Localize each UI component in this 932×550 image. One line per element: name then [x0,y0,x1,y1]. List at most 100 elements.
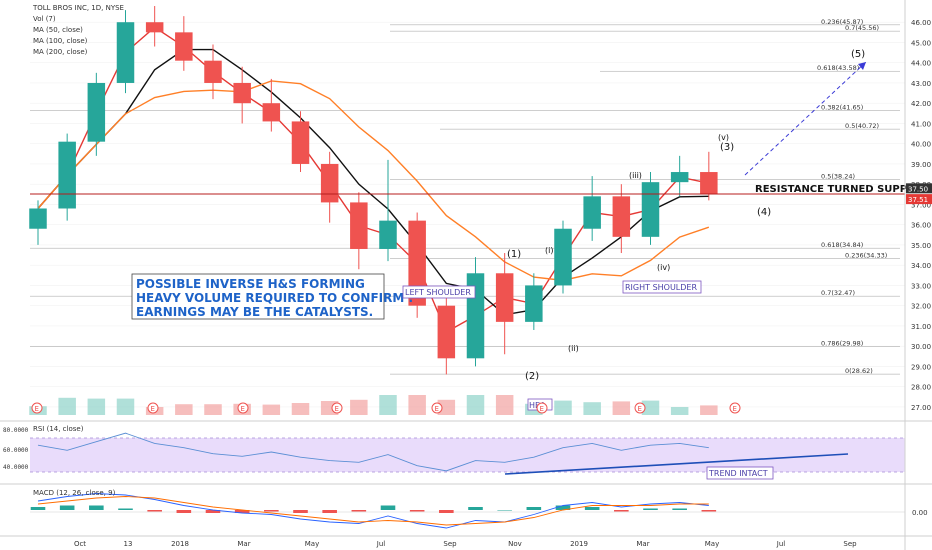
time-tick: 13 [124,540,133,548]
legend-ma200: MA (200, close) [33,48,88,56]
fib-label: 0(28.62) [845,367,873,375]
earnings-marker[interactable] [331,402,343,414]
candle-body[interactable] [29,208,47,229]
earnings-marker-glyph: E [435,405,439,413]
price-tick: 39.00 [911,161,931,169]
time-tick: Sep [843,540,857,548]
candle-body[interactable] [670,172,689,183]
candle-body[interactable] [233,82,251,104]
price-tick: 32.00 [911,303,931,311]
fib-label: 0.5(40.72) [845,122,879,130]
macd-hist-bar [526,507,542,510]
macd-hist-bar [555,505,571,510]
candle-body[interactable] [58,141,76,209]
right-shoulder-box [622,280,702,294]
rsi-tick-80: 80.0000 [3,427,29,434]
fib-label: 0.618(43.58) [817,64,859,72]
candle-body[interactable] [175,32,193,61]
earnings-marker[interactable] [431,402,443,414]
macd-hist-bar [59,505,75,510]
candle-body[interactable] [612,196,631,237]
price-axis[interactable]: 46.00 45.00 44.00 43.00 42.00 41.00 40.00 39.00… [906,19,932,412]
earnings-marker[interactable] [31,402,43,414]
volume-bar [58,397,76,415]
candlestick-series[interactable] [29,6,718,375]
candle-body[interactable] [437,305,456,359]
time-tick: May [705,540,719,548]
analysis-note[interactable]: POSSIBLE INVERSE H&S FORMING HEAVY VOLUM… [131,273,413,320]
macd-title: MACD (12, 26, close, 9) [33,489,116,497]
rsi-trendline[interactable] [504,453,849,475]
price-label-bg [906,183,932,194]
candle-body[interactable] [350,202,368,249]
price-tick: 28.00 [911,384,931,392]
candle-body[interactable] [554,228,572,286]
price-tick: 34.00 [911,262,931,270]
earnings-marker-glyph: E [638,405,642,413]
candle-body[interactable] [525,285,543,322]
candle-body[interactable] [116,22,135,83]
volume-bar [262,404,281,415]
wave-2: (2) [525,371,539,382]
price-tick: 46.00 [911,19,931,27]
macd-hist-bar [176,510,192,513]
earnings-marker[interactable] [237,402,249,414]
ma100-line [37,48,709,316]
candle-body[interactable] [379,220,397,249]
rsi-band [30,438,905,472]
candle-body[interactable] [291,121,310,164]
macd-hist-bar [380,505,396,510]
candle-body[interactable] [204,60,222,83]
price-tick: 35.00 [911,242,931,250]
symbol-title: TOLL BROS INC, 1D, NYSE [32,4,124,12]
fib-label: 0.7(32.47) [821,289,855,297]
price-tick: 30.00 [911,343,931,351]
macd-hist-bar [205,510,221,513]
earnings-marker[interactable] [536,402,548,414]
candle-body[interactable] [320,163,339,203]
candle-body[interactable] [408,220,426,306]
candle-body[interactable] [495,273,514,322]
note-line-2: HEAVY VOLUME REQUIRED TO CONFIRM . [136,291,413,305]
volume-bar [670,407,689,415]
fib-label: 0.5(38.24) [821,172,855,180]
fib-label: 0.236(45.87) [821,18,863,26]
macd-hist-bar [234,510,250,513]
macd-hist-bar [468,507,483,510]
wave-iv: (iv) [657,263,670,272]
rsi-line [37,432,709,472]
macd-hist-bar [701,510,717,512]
price-label-bg [906,194,932,205]
legend-volume: Vol (7) [33,15,56,23]
price-tick: 40.00 [911,141,931,149]
macd-hist-bar [439,510,454,513]
volume-bar [204,404,222,415]
candle-body[interactable] [145,22,164,33]
macd-tick-0: 0.00 [912,509,928,517]
macd-hist-bar [351,510,367,512]
earnings-marker[interactable] [634,402,646,414]
time-axis[interactable]: Oct 13 2018 Mar May Jul Sep Nov 2019 Mar May Jul Sep [74,540,857,548]
price-tick: 42.00 [911,100,931,108]
fib-label: 0.618(34.84) [821,241,863,249]
macd-hist-bar [30,507,46,510]
candle-body[interactable] [641,182,660,237]
time-tick: Sep [443,540,457,548]
candle-body[interactable] [87,82,106,142]
wave-projection-arrow[interactable] [744,61,867,176]
candle-body[interactable] [583,196,601,229]
earnings-marker[interactable] [729,402,741,414]
candle-body[interactable] [262,103,281,122]
earnings-marker[interactable] [147,402,159,414]
wave-iii: (iii) [629,171,642,180]
volume-bar [291,403,310,415]
legend-ma50: MA (50, close) [33,26,83,34]
earnings-marker-glyph: E [35,405,39,413]
macd-hist-bar [409,510,425,512]
arrow-head [858,62,866,70]
volume-bars [29,395,718,415]
candle-body[interactable] [700,172,718,195]
macd-hist-bar [118,508,133,510]
